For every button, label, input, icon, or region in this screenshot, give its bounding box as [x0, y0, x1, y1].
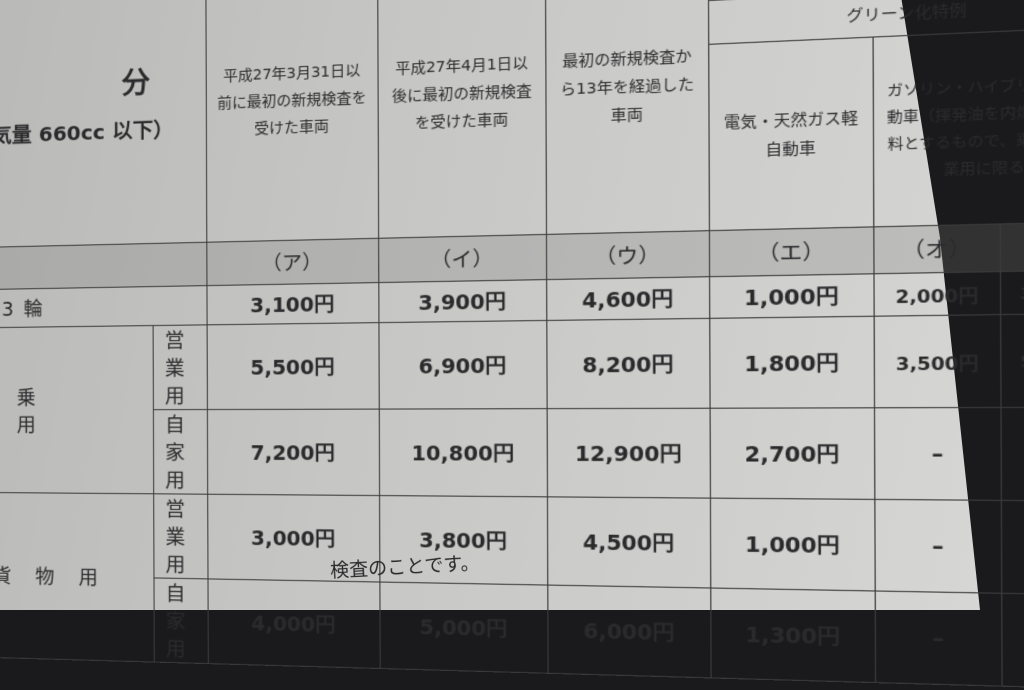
col-b-header: 平成27年4月1日以後に最初の新規検査を受けた車両: [377, 0, 547, 239]
cell: 1,800円: [709, 316, 875, 409]
col-d-header: 電気・天然ガス軽自動車: [708, 37, 874, 231]
cell: 2,000円: [873, 271, 1001, 317]
cell: 5,000円: [379, 582, 549, 674]
cell: –: [1001, 500, 1024, 596]
cell: 1,300円: [710, 588, 876, 683]
cell: 3,500円: [874, 314, 1001, 408]
cell: 5,200円: [1000, 313, 1024, 408]
cell: 4,600円: [546, 276, 710, 321]
row-use: 営業用: [153, 493, 208, 579]
kubun-header: 区 分 気量 660cc 以下）: [0, 0, 207, 248]
cell: –: [1001, 593, 1024, 690]
cell: 4,000円: [207, 578, 381, 669]
code-f: （カ）: [1000, 221, 1024, 272]
cell: 5,500円: [207, 322, 380, 410]
cell: 1,000円: [709, 273, 875, 319]
cell: –: [1000, 407, 1024, 502]
cell: 12,900円: [547, 408, 711, 499]
cell: 3,900円: [378, 279, 547, 323]
gasoline-hybrid-text: ガソリン・ハイブリッド軽自動車（揮発油を内燃機関の燃料とするもので、乗用かつ営業…: [886, 73, 1024, 179]
paper-sheet: [0, 0, 980, 610]
table-row: 自家用 4,000円 5,000円 6,000円 1,300円 – –: [0, 574, 1024, 690]
cell: 4,500円: [547, 496, 711, 589]
row-category: 3輪: [0, 285, 208, 329]
code-d: （エ）: [709, 226, 874, 277]
displacement-label: 気量 660cc 以下）: [0, 117, 174, 149]
kubun-label: 区 分: [0, 63, 203, 108]
row-category: 乗 用: [0, 325, 177, 494]
row-use: 自家用: [152, 409, 208, 495]
code-c: （ウ）: [546, 230, 710, 280]
cell: –: [874, 499, 1002, 594]
col-c-header: 最初の新規検査から13年を経過した車両: [545, 0, 710, 235]
table-row: 自家用 7,200円 10,800円 12,900円 2,700円 – –: [0, 407, 1024, 502]
green-group-label: グリーン化特例: [846, 1, 967, 25]
cell: –: [874, 407, 1002, 501]
cell: 2,700円: [710, 407, 875, 500]
col-c-text: 最初の新規検査から13年を経過した車両: [560, 47, 695, 126]
col-d-text: 電気・天然ガス軽自動車: [723, 109, 859, 159]
cell: –: [875, 590, 1002, 687]
gasoline-hybrid-header: ガソリン・ハイブリッド軽自動車（揮発油を内燃機関の燃料とするもので、乗用かつ営業…: [873, 26, 1024, 227]
cell: 3,000円: [1000, 269, 1024, 315]
table-row: 乗 用 営業用 5,500円 6,900円 8,200円 1,800円 3,50…: [0, 313, 1024, 494]
row-use: 自家用: [153, 577, 209, 664]
col-a-text: 平成27年3月31日以前に最初の新規検査を受けた車両: [217, 62, 367, 138]
cell: 6,000円: [547, 585, 712, 678]
code-b: （イ）: [378, 234, 547, 283]
cell: 6,900円: [378, 320, 548, 410]
col-a-header: 平成27年3月31日以前に最初の新規検査を受けた車両: [205, 0, 379, 243]
cell: 3,100円: [206, 282, 379, 325]
code-e: （オ）: [873, 223, 1001, 274]
col-b-text: 平成27年4月1日以後に最初の新規検査を受けた車両: [391, 55, 532, 133]
code-a: （ア）: [206, 238, 379, 286]
cell: 1,000円: [710, 498, 876, 591]
row-category: 貨物用: [0, 492, 154, 663]
cell: 10,800円: [379, 408, 548, 497]
cell: 7,200円: [207, 409, 380, 496]
cell: 8,200円: [546, 318, 711, 409]
